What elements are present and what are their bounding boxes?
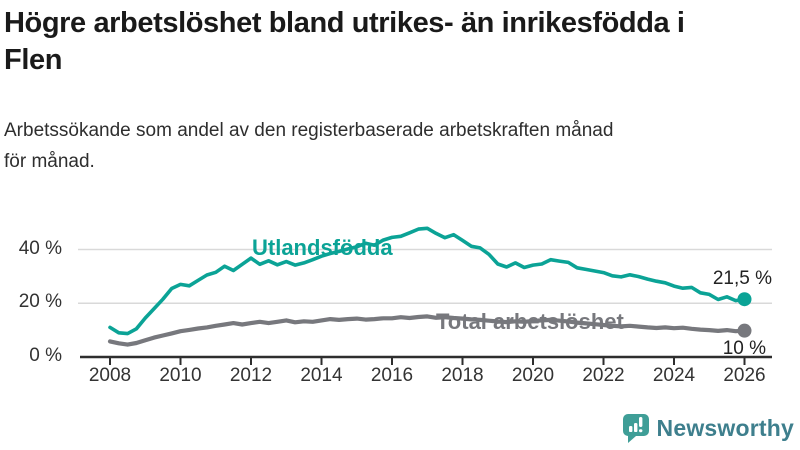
chart-subtitle-line2: för månad. [4, 151, 95, 172]
page-title-line1: Högre arbetslöshet bland utrikes- än inr… [4, 7, 685, 39]
chart-subtitle-line1: Arbetssökande som andel av den registerb… [4, 120, 614, 141]
y-tick-label: 40 % [18, 237, 62, 259]
x-tick-label: 2014 [300, 365, 343, 386]
newsworthy-chart-bubble-icon [622, 414, 649, 443]
page-title-line2: Flen [4, 44, 63, 76]
page-title: Högre arbetslöshet bland utrikes- än inr… [4, 5, 796, 79]
series-label-utlandsfodda: Utlandsfödda [252, 235, 393, 260]
x-tick-label: 2022 [582, 365, 625, 386]
series-line-total-arbetsloshet [107, 314, 747, 347]
newsworthy-logo: Newsworthy [622, 413, 794, 444]
x-tick-label: 2008 [88, 365, 132, 386]
x-tick-label: 2012 [229, 365, 273, 386]
series-line-utlandsfodda [108, 226, 747, 336]
x-tick-label: 2026 [723, 365, 766, 386]
x-tick-label: 2010 [159, 365, 202, 386]
end-value-label-utlandsfodda: 21,5 % [712, 268, 772, 289]
y-tick-label: 0 % [29, 345, 62, 366]
series-label-total-arbetsloshet: Total arbetslöshet [436, 309, 624, 334]
newsworthy-wordmark: Newsworthy [656, 415, 794, 441]
y-tick-label: 20 % [18, 291, 62, 313]
x-tick-label: 2018 [441, 365, 484, 386]
x-tick-label: 2016 [370, 365, 414, 386]
x-tick-label: 2024 [652, 365, 696, 386]
series-end-dot-utlandsfodda [737, 292, 752, 307]
series-end-dot-total-arbetsloshet [737, 323, 752, 338]
end-value-label-total: 10 % [722, 338, 766, 359]
chart-subtitle: Arbetssökande som andel av den registerb… [4, 115, 796, 177]
x-tick-label: 2020 [511, 365, 555, 386]
